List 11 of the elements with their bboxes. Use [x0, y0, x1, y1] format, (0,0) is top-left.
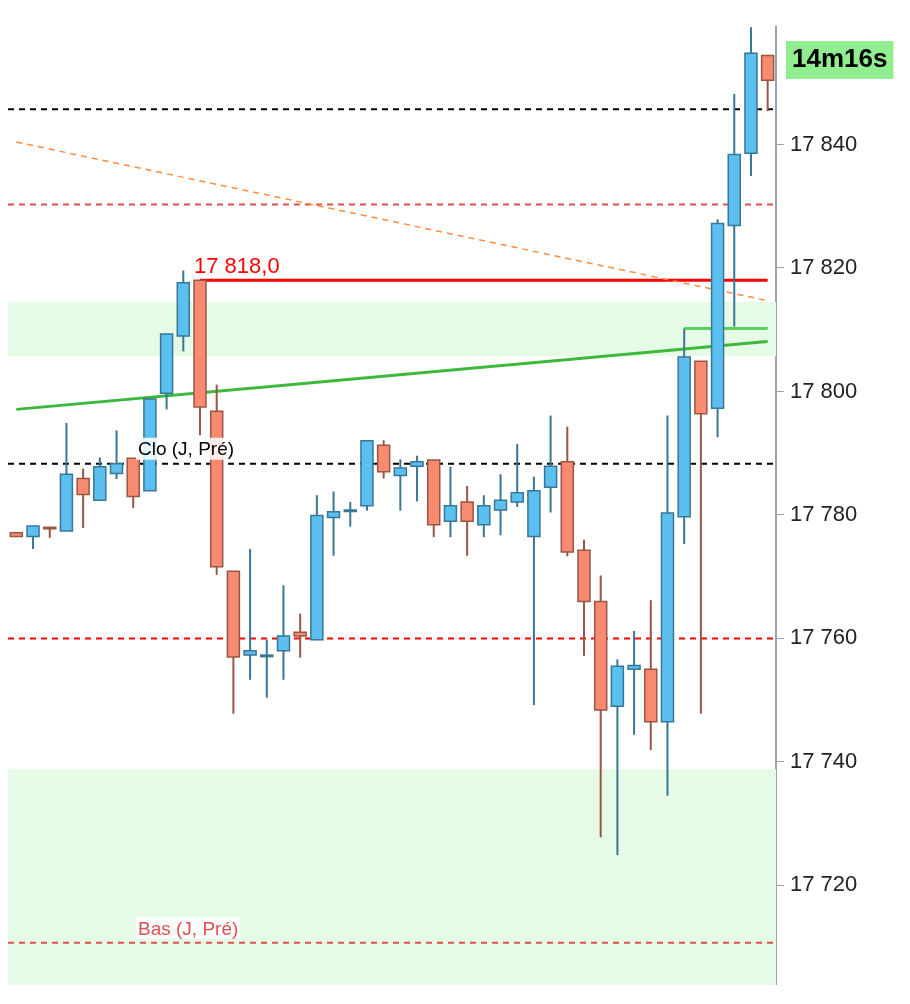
annotation: 17 818,0 — [194, 253, 280, 279]
ref-line-label: Clo (J, Pré) — [138, 438, 235, 460]
y-tick-label: 17 800 — [790, 377, 858, 403]
y-tick-label: 17 760 — [790, 624, 858, 650]
y-tick-label: 17 840 — [790, 130, 858, 156]
text: 14m16s — [792, 43, 888, 74]
y-tick-label: 17 740 — [790, 747, 858, 773]
y-tick-label: 17 820 — [790, 254, 858, 280]
y-tick-label: 17 720 — [790, 871, 858, 897]
ref-line-label: Bas (J, Pré) — [138, 917, 239, 939]
y-tick-label: 17 780 — [790, 501, 858, 527]
